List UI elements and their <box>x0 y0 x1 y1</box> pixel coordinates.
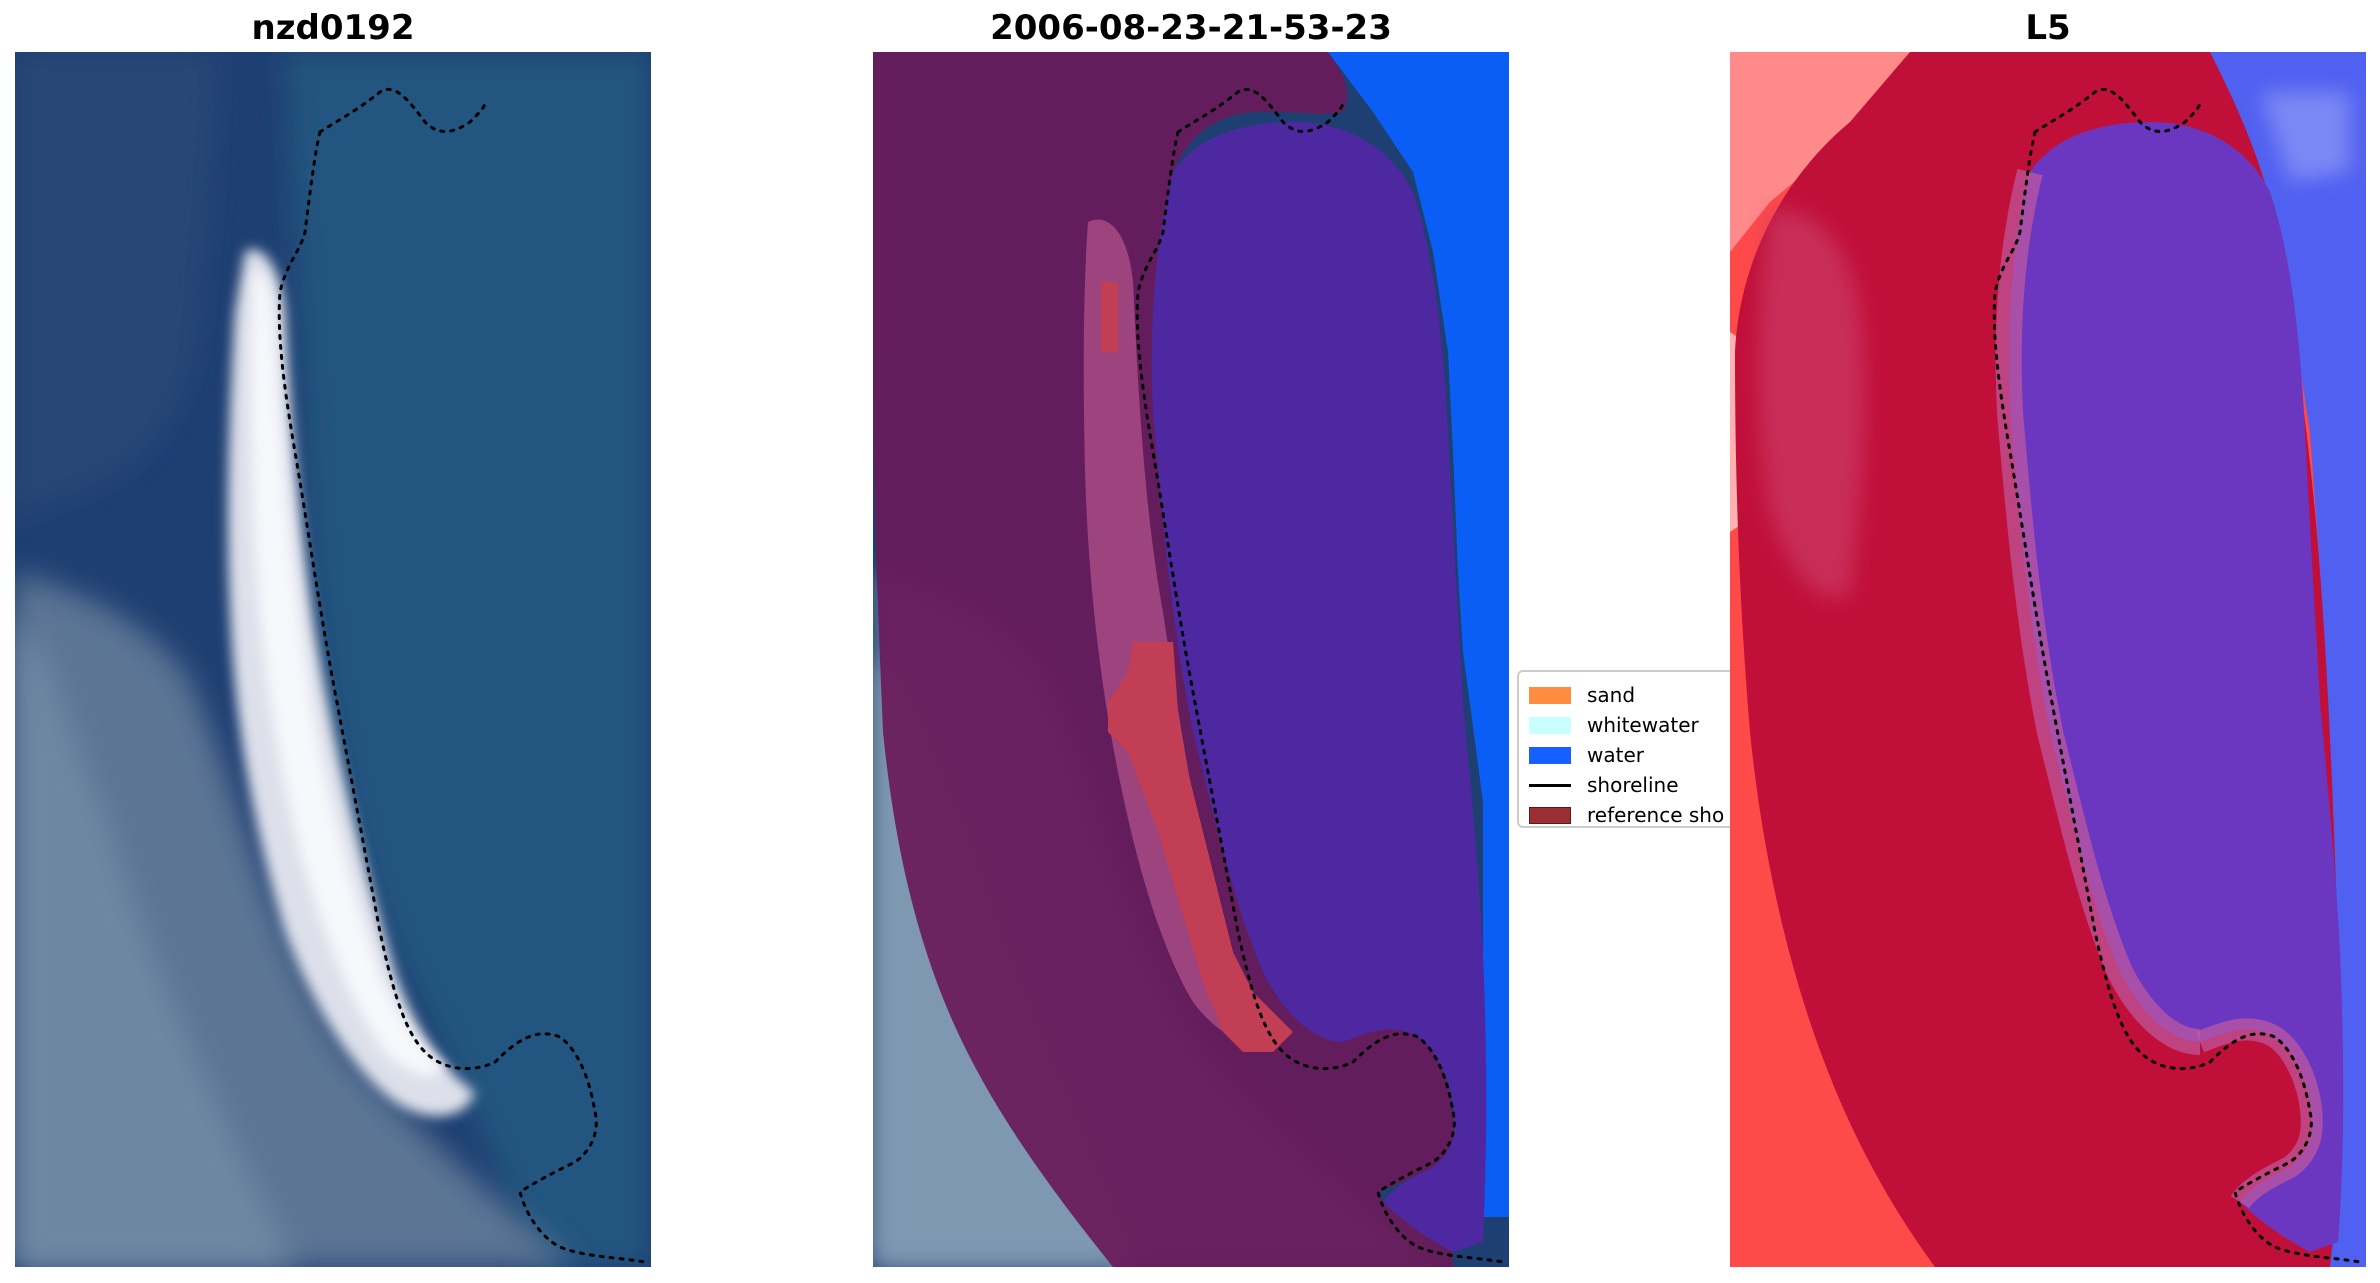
legend-label-whitewater: whitewater <box>1587 713 1699 737</box>
legend-swatch-water <box>1529 746 1571 764</box>
classification-panel <box>873 52 1509 1267</box>
panel-title-index: L5 <box>2025 8 2071 48</box>
rgb-image <box>15 52 651 1267</box>
legend-label-shoreline: shoreline <box>1587 773 1679 797</box>
index-image <box>1730 52 2366 1267</box>
panel-title-classification: 2006-08-23-21-53-23 <box>990 8 1392 48</box>
legend-item-reference-shoreline: reference sho <box>1529 800 1735 827</box>
legend-item-sand: sand <box>1529 680 1735 710</box>
classification-image <box>873 52 1509 1267</box>
legend-swatch-sand <box>1529 686 1571 704</box>
legend-label-sand: sand <box>1587 683 1636 707</box>
legend-line-shoreline <box>1529 783 1571 787</box>
panel-title-rgb: nzd0192 <box>251 8 415 48</box>
legend-item-whitewater: whitewater <box>1529 710 1735 740</box>
legend-swatch-whitewater <box>1529 716 1571 734</box>
rgb-image-panel <box>15 52 651 1267</box>
legend-item-water: water <box>1529 740 1735 770</box>
legend-item-shoreline: shoreline <box>1529 770 1735 800</box>
legend-swatch-reference-shoreline <box>1529 806 1571 824</box>
legend-label-reference-shoreline: reference sho <box>1587 803 1725 827</box>
index-panel <box>1730 52 2366 1267</box>
legend-label-water: water <box>1587 743 1644 767</box>
legend: sand whitewater water shoreline referenc… <box>1517 670 1737 828</box>
